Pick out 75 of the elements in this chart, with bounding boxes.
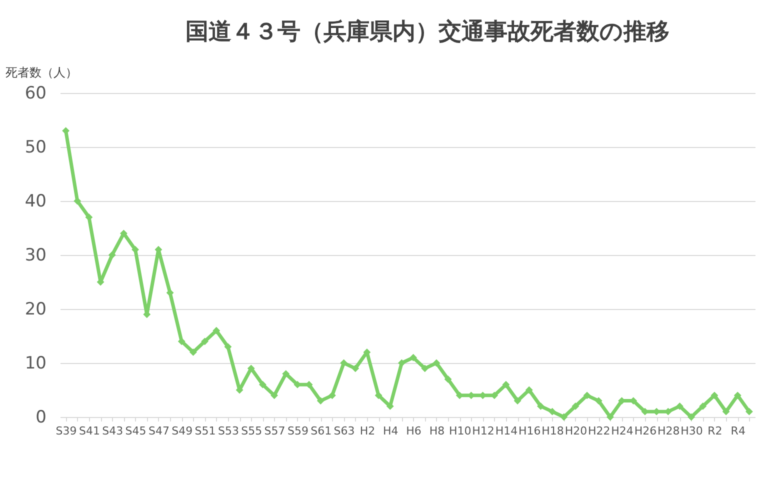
point — [178, 338, 186, 346]
y-tick-label: 30 — [24, 246, 46, 266]
x-tick-label: S49 — [172, 424, 193, 438]
point — [201, 338, 208, 346]
x-tick-label: R4 — [730, 424, 746, 438]
y-tick-label: 0 — [36, 408, 46, 428]
point — [514, 397, 522, 405]
point — [444, 375, 452, 383]
y-tick-label: 10 — [24, 354, 46, 374]
point — [537, 402, 544, 410]
point — [432, 359, 440, 367]
x-tick-label: R2 — [708, 424, 722, 438]
point — [594, 397, 602, 405]
point — [270, 392, 278, 400]
x-tick-label: H6 — [406, 424, 422, 438]
x-tick-label: H14 — [495, 424, 518, 438]
point — [525, 386, 533, 394]
y-tick-label: 40 — [24, 192, 46, 212]
x-tick-label: H28 — [657, 424, 680, 438]
x-tick-label: H26 — [634, 424, 657, 438]
point — [108, 251, 116, 259]
x-tick-label: S59 — [287, 424, 308, 438]
point — [676, 402, 684, 410]
point — [502, 380, 510, 388]
point — [699, 402, 707, 410]
x-tick-label: H20 — [564, 424, 588, 438]
point — [120, 230, 128, 238]
x-tick-label: S63 — [334, 424, 355, 438]
point — [352, 364, 360, 372]
x-tick-label: S47 — [148, 424, 170, 438]
x-tick-label: H18 — [542, 424, 564, 438]
point — [85, 213, 93, 221]
point — [328, 392, 336, 400]
chart-title: 国道４３号（兵庫県内）交通事故死者数の推移 — [186, 18, 670, 45]
point — [746, 408, 753, 416]
x-tick-label: S41 — [78, 424, 100, 438]
point — [734, 392, 742, 400]
x-tick-label: S55 — [241, 424, 262, 438]
x-tick-label: S51 — [194, 424, 216, 438]
x-tick-label: S57 — [264, 424, 286, 438]
point — [316, 397, 324, 405]
point — [247, 364, 255, 372]
point — [190, 348, 197, 356]
x-tick-label: S45 — [125, 424, 146, 438]
x-tick-label: S61 — [310, 424, 332, 438]
point — [212, 326, 220, 334]
point — [398, 359, 406, 367]
x-tick-label: S39 — [56, 424, 77, 438]
point — [606, 413, 614, 421]
point — [410, 354, 417, 362]
point — [282, 370, 290, 378]
point — [421, 364, 429, 372]
point — [259, 380, 266, 388]
x-tick-label: S53 — [218, 424, 239, 438]
x-tick-label: H24 — [611, 424, 634, 438]
x-tick-label: H16 — [518, 424, 541, 438]
x-tick-label: H4 — [382, 424, 398, 438]
y-tick-label: 50 — [24, 138, 46, 158]
x-tick-label: H12 — [472, 424, 494, 438]
point — [572, 402, 580, 410]
point — [560, 413, 568, 421]
point — [722, 408, 730, 416]
point — [548, 408, 556, 416]
x-tick-label: S43 — [102, 424, 124, 438]
x-tick-label: H10 — [448, 424, 472, 438]
x-tick-label: H22 — [588, 424, 610, 438]
x-tick-label: H30 — [680, 424, 703, 438]
y-tick-label: 20 — [24, 300, 46, 320]
y-axis-title: 死者数（人） — [6, 66, 78, 80]
point — [710, 392, 718, 400]
x-tick-label: H8 — [429, 424, 445, 438]
x-tick-label: H2 — [360, 424, 376, 438]
point — [374, 392, 382, 400]
point — [583, 392, 591, 400]
y-tick-label: 60 — [24, 84, 46, 104]
